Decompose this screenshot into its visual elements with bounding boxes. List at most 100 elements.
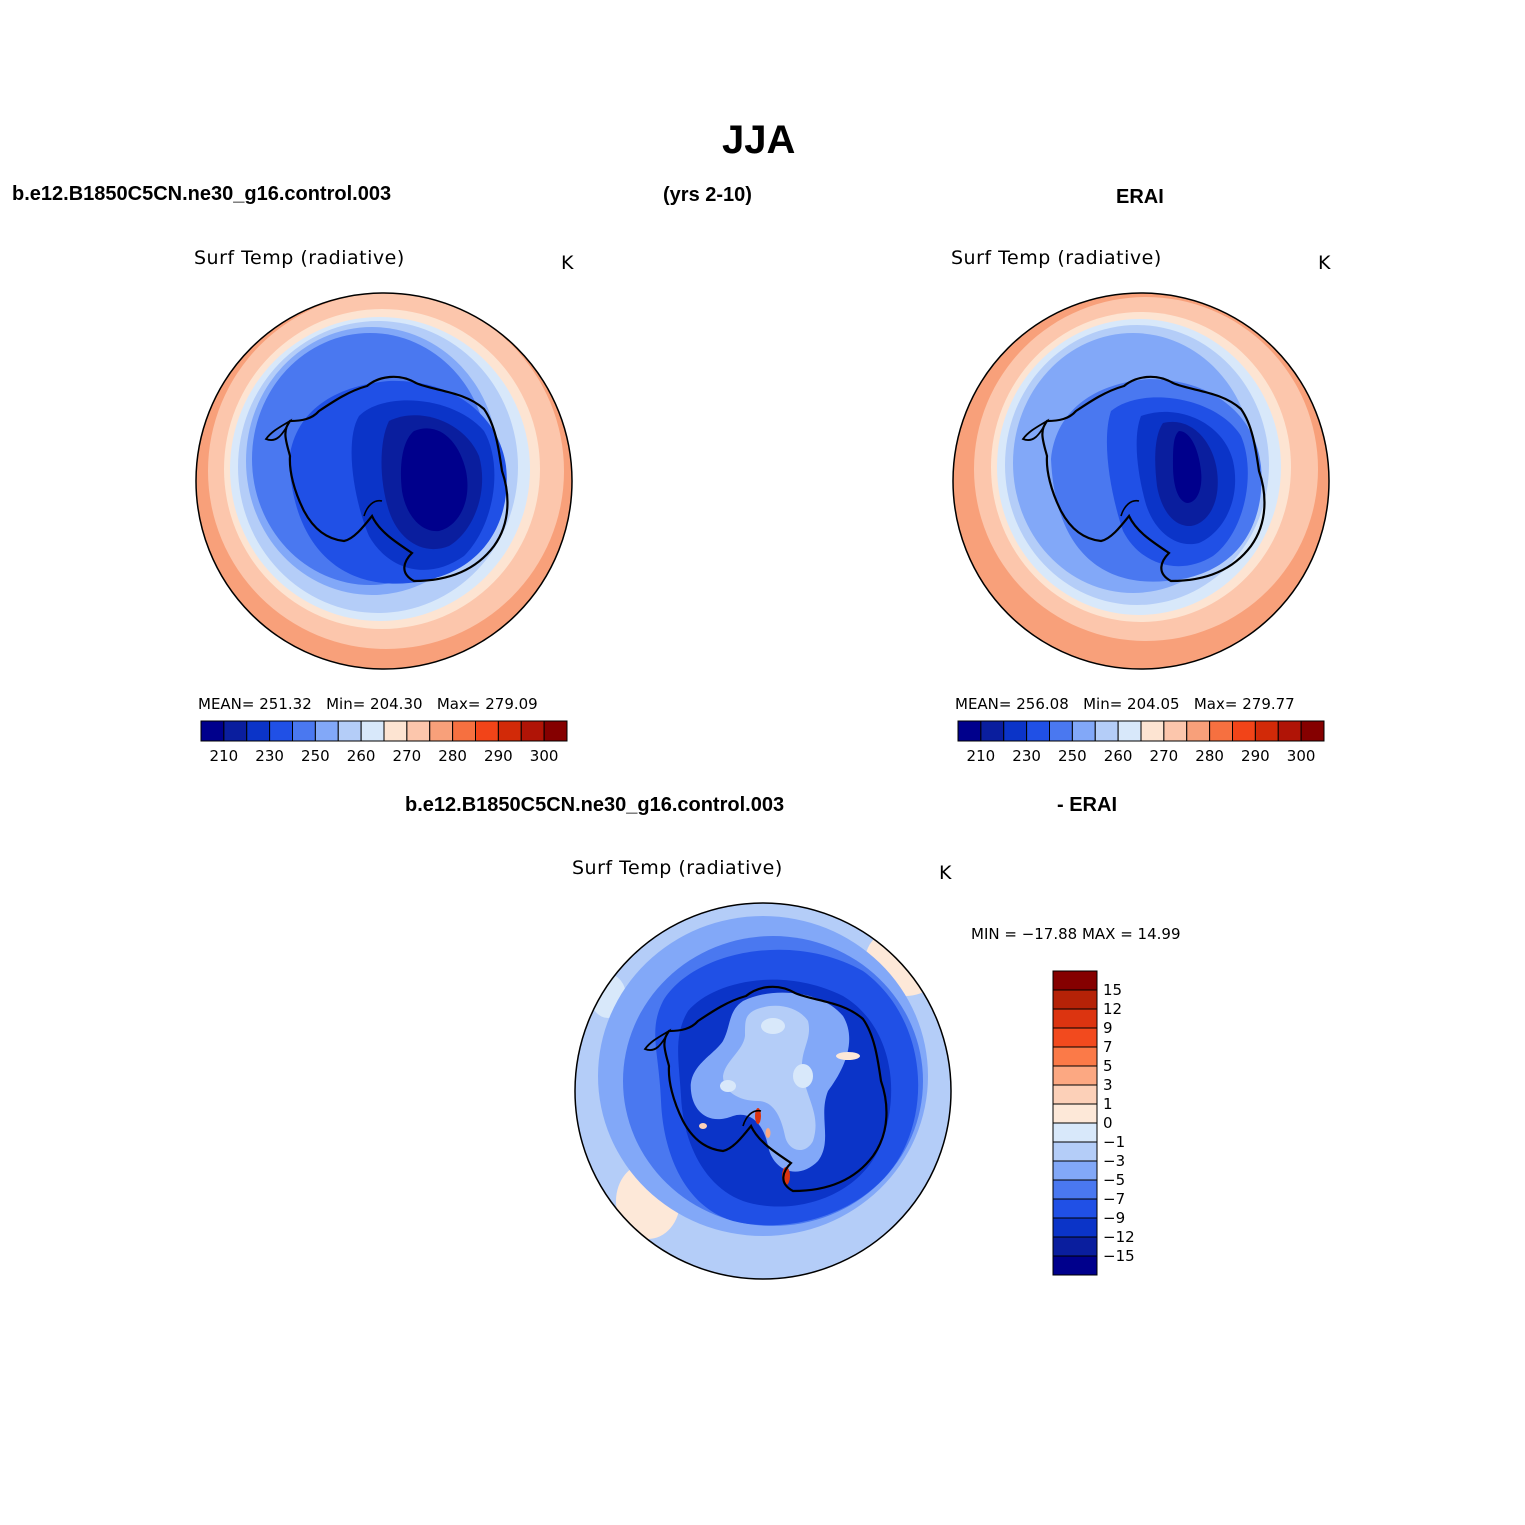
colorbar-swatch <box>383 720 408 742</box>
diff-units: K <box>939 862 952 884</box>
diff-colorbar-tick-label: 7 <box>1103 1038 1113 1056</box>
model-max-label: Max= <box>436 695 481 713</box>
colorbar-tick-label: 280 <box>1195 747 1224 765</box>
obs-header: ERAI <box>1116 186 1164 208</box>
colorbar-swatch <box>980 720 1005 742</box>
colorbar-swatch <box>1254 720 1279 742</box>
colorbar-swatch <box>475 720 499 742</box>
colorbar-swatch <box>497 720 522 742</box>
diff-colorbar-tick-label: 3 <box>1103 1076 1113 1094</box>
obs-polar-map <box>952 292 1330 670</box>
diff-colorbar-swatch <box>1052 1255 1098 1276</box>
colorbar-swatch <box>452 720 476 742</box>
colorbar-swatch <box>429 720 454 742</box>
colorbar-swatch <box>1209 720 1233 742</box>
diff-polar-map <box>574 902 952 1280</box>
diff-colorbar-tick-label: −12 <box>1103 1228 1135 1246</box>
plot-title: JJA <box>722 118 796 162</box>
obs-units: K <box>1318 252 1331 274</box>
colorbar-tick-label: 250 <box>1058 747 1087 765</box>
diff-minmax: MIN = −17.88 MAX = 14.99 <box>971 925 1181 943</box>
diff-colorbar-swatch <box>1052 1236 1098 1257</box>
colorbar-swatch <box>1300 720 1325 742</box>
colorbar-swatch <box>1026 720 1050 742</box>
model-min-label: Min= <box>326 695 366 713</box>
colorbar-tick-label: 280 <box>438 747 467 765</box>
colorbar-swatch <box>1117 720 1142 742</box>
diff-colorbar-swatch <box>1052 1122 1098 1143</box>
colorbar-swatch <box>1094 720 1119 742</box>
years-header: (yrs 2-10) <box>663 184 752 206</box>
diff-colorbar-tick-label: −5 <box>1103 1171 1126 1189</box>
colorbar-swatch <box>957 720 982 742</box>
diff-colorbar-swatch <box>1052 1046 1098 1067</box>
colorbar-tick-label: 290 <box>484 747 513 765</box>
obs-max-label: Max= <box>1193 695 1238 713</box>
diff-colorbar-tick-label: 9 <box>1103 1019 1113 1037</box>
obs-min-label: Min= <box>1083 695 1123 713</box>
model-mean-value: 251.32 <box>259 695 312 713</box>
diff-colorbar-swatch <box>1052 1008 1098 1029</box>
model-units: K <box>561 252 574 274</box>
diff-colorbar-swatch <box>1052 1103 1098 1124</box>
diff-colorbar-swatch <box>1052 1179 1098 1200</box>
model-max-value: 279.09 <box>485 695 538 713</box>
diff-colorbar-tick-label: 5 <box>1103 1057 1113 1075</box>
colorbar-tick-label: 250 <box>301 747 330 765</box>
diff-colorbar-swatch <box>1052 1141 1098 1162</box>
colorbar-tick-label: 210 <box>966 747 996 765</box>
obs-subtitle: Surf Temp (radiative) <box>951 247 1162 269</box>
model-header: b.e12.B1850C5CN.ne30_g16.control.003 <box>12 183 392 205</box>
colorbar-swatch <box>520 720 545 742</box>
diff-colorbar-swatch <box>1052 1198 1098 1219</box>
colorbar-swatch <box>200 720 225 742</box>
colorbar-swatch <box>1003 720 1028 742</box>
model-min-value: 204.30 <box>370 695 423 713</box>
colorbar-tick-label: 230 <box>255 747 284 765</box>
colorbar-swatch <box>337 720 362 742</box>
colorbar-swatch <box>223 720 248 742</box>
diff-colorbar-swatch <box>1052 1217 1098 1238</box>
diff-colorbar-tick-label: 12 <box>1103 1000 1123 1018</box>
colorbar-tick-label: 210 <box>209 747 239 765</box>
obs-colorbar <box>957 720 1325 742</box>
colorbar-swatch <box>314 720 339 742</box>
obs-stats: MEAN= 256.08 Min= 204.05 Max= 279.77 <box>955 695 1295 713</box>
diff-colorbar-swatch <box>1052 1160 1098 1181</box>
diff-colorbar-swatch <box>1052 1027 1098 1048</box>
diff-colorbar-tick-label: 1 <box>1103 1095 1113 1113</box>
colorbar-swatch <box>1071 720 1096 742</box>
colorbar-swatch <box>1232 720 1256 742</box>
diff-colorbar-tick-label: −9 <box>1103 1209 1126 1227</box>
obs-min-value: 204.05 <box>1127 695 1180 713</box>
colorbar-swatch <box>360 720 385 742</box>
colorbar-swatch <box>1140 720 1165 742</box>
diff-colorbar-swatch <box>1052 989 1098 1010</box>
diff-colorbar-tick-label: −7 <box>1103 1190 1126 1208</box>
colorbar-tick-label: 270 <box>392 747 422 765</box>
model-polar-map <box>195 292 573 670</box>
obs-mean-value: 256.08 <box>1016 695 1069 713</box>
colorbar-swatch <box>246 720 271 742</box>
colorbar-swatch <box>543 720 568 742</box>
colorbar-tick-label: 300 <box>1286 747 1316 765</box>
diff-colorbar <box>1052 970 1098 1276</box>
colorbar-tick-label: 270 <box>1149 747 1179 765</box>
colorbar-swatch <box>269 720 293 742</box>
model-subtitle: Surf Temp (radiative) <box>194 247 405 269</box>
diff-colorbar-tick-label: −1 <box>1103 1133 1126 1151</box>
obs-mean-label: MEAN= <box>955 695 1012 713</box>
diff-colorbar-swatch <box>1052 1065 1098 1086</box>
colorbar-swatch <box>1049 720 1073 742</box>
colorbar-swatch <box>1186 720 1211 742</box>
model-mean-label: MEAN= <box>198 695 255 713</box>
diff-colorbar-tick-label: −3 <box>1103 1152 1126 1170</box>
diff-colorbar-tick-label: 15 <box>1103 981 1123 999</box>
model-stats: MEAN= 251.32 Min= 204.30 Max= 279.09 <box>198 695 538 713</box>
colorbar-swatch <box>292 720 316 742</box>
colorbar-tick-label: 230 <box>1012 747 1041 765</box>
diff-colorbar-swatch <box>1052 1084 1098 1105</box>
diff-colorbar-tick-label: 0 <box>1103 1114 1113 1132</box>
model-colorbar <box>200 720 568 742</box>
colorbar-tick-label: 260 <box>346 747 376 765</box>
